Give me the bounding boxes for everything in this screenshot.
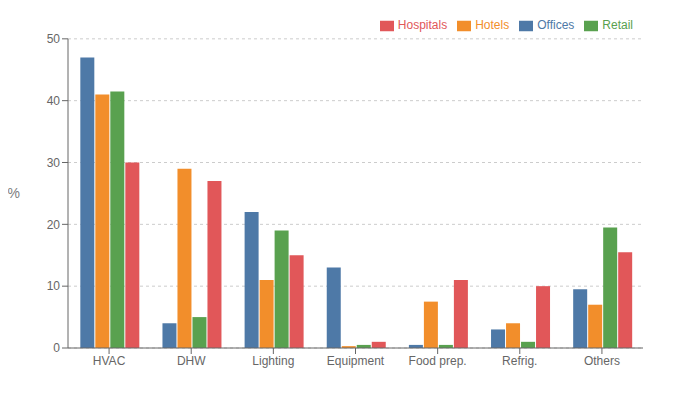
svg-text:0: 0 — [53, 341, 60, 355]
svg-text:HVAC: HVAC — [93, 354, 126, 368]
svg-text:Food prep.: Food prep. — [409, 354, 467, 368]
svg-text:Equipment: Equipment — [327, 354, 385, 368]
svg-text:Others: Others — [584, 354, 620, 368]
svg-text:Lighting: Lighting — [252, 354, 294, 368]
svg-text:50: 50 — [47, 32, 61, 46]
svg-text:20: 20 — [47, 218, 61, 232]
svg-text:10: 10 — [47, 279, 61, 293]
html-text:Hospitals: Hospitals — [397, 18, 448, 32]
svg-text:DHW: DHW — [177, 354, 206, 368]
svg-text:40: 40 — [47, 94, 61, 108]
html-text:Offices: Offices — [537, 18, 575, 32]
svg-text:30: 30 — [47, 156, 61, 170]
svg-text:Refrig.: Refrig. — [502, 354, 537, 368]
svg-text:%: % — [8, 185, 20, 201]
html-text:Hotels: Hotels — [475, 18, 510, 32]
html-text:Retail: Retail — [602, 18, 633, 32]
